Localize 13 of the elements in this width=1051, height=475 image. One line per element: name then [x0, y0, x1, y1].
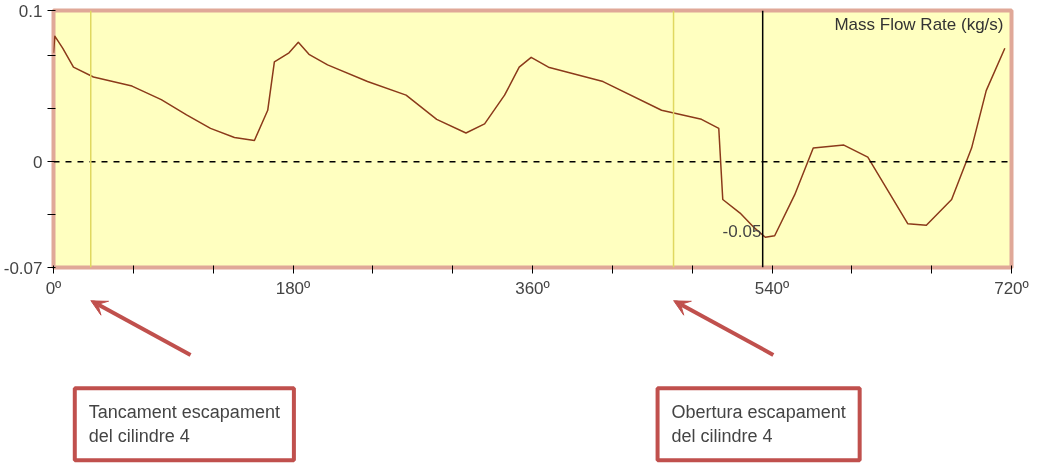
text: Obertura escapament del cilindre 4 [671, 402, 846, 447]
y-tick-label: 0 [33, 152, 43, 172]
y-tick-label: -0.07 [3, 258, 43, 278]
line-series [53, 35, 1006, 239]
x-tick-label: 540º [754, 278, 790, 298]
x-tick-label: 0º [45, 278, 62, 298]
x-tick-label: 720º [994, 278, 1029, 298]
x-tick-label: 360º [515, 278, 550, 298]
y-axis-title: Mass Flow Rate (kg/s) [834, 14, 1004, 34]
annotation: -0.05 [722, 222, 762, 242]
x-tick-label: 180º [275, 278, 311, 298]
text: Tancament escapament del cilindre 4 [88, 402, 280, 447]
y-tick-label: 0.1 [18, 1, 43, 21]
